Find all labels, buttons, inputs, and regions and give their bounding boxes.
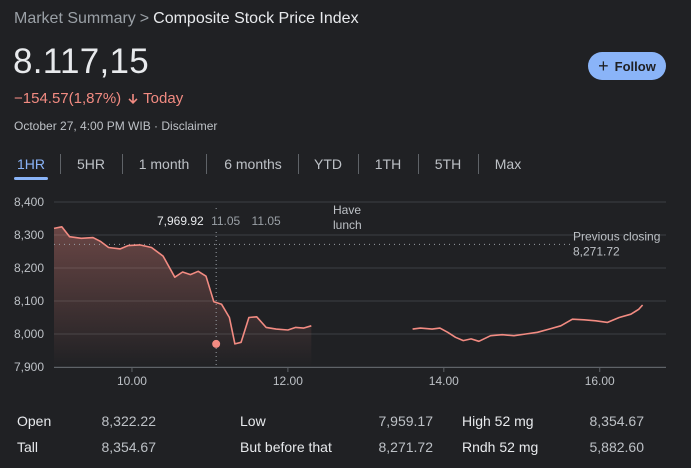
breadcrumb-separator: >: [139, 10, 150, 27]
y-tick-label: 8,100: [14, 294, 44, 308]
chart-annotation-line-2: lunch: [333, 218, 362, 232]
chart-tooltip: 7,969.92 11.05 11.05: [150, 210, 281, 232]
y-axis-ticks: 8,400 8,300 8,200 8,100 8,000 7,900: [14, 195, 44, 374]
x-tick-label: 10.00: [117, 374, 147, 388]
change-period: Today: [143, 90, 184, 107]
tab-5hr[interactable]: 5HR: [76, 156, 105, 172]
tab-divider: [418, 154, 419, 174]
timestamp-disclaimer: October 27, 4:00 PM WIB · Disclaimer: [14, 119, 218, 133]
y-tick-label: 8,200: [14, 261, 44, 275]
tab-5th[interactable]: 5TH: [434, 156, 462, 172]
stat-value-open: 8,322.22: [101, 413, 157, 429]
price-line-morning-session: [53, 226, 312, 345]
x-axis-ticks: 10.00 12.00 14.00 16.00: [117, 367, 615, 388]
tooltip-time-secondary: 11.05: [252, 214, 281, 228]
y-tick-label: 8,400: [14, 195, 44, 209]
stat-label-open: Open: [17, 413, 52, 429]
price-area-fill: [54, 226, 312, 367]
stat-label-low-52: Rndh 52 mg: [462, 439, 539, 455]
arrow-down-icon: [127, 93, 139, 105]
price-line-afternoon-session: [412, 304, 644, 343]
stat-label-high-52: High 52 mg: [462, 413, 534, 429]
current-price: 8.117,15: [13, 42, 150, 81]
tooltip-value: 7,969.92: [157, 214, 204, 228]
svg-text:7,969.92 11.05 11.: 7,969.92 11.05 11.05: [157, 214, 281, 228]
previous-close-label: Previous closing: [573, 229, 660, 243]
x-tick-label: 14.00: [429, 374, 459, 388]
chart-annotation-line-1: Have: [333, 203, 361, 217]
hover-point: [212, 339, 221, 348]
stat-value-high-52: 8,354.67: [589, 413, 645, 429]
follow-label: Follow: [614, 58, 656, 74]
stat-label-low: Low: [240, 413, 266, 429]
breadcrumb: Market Summary > Composite Stock Price Ind…: [14, 10, 359, 28]
stat-label-tall: Tall: [17, 439, 39, 455]
tab-divider: [358, 154, 359, 174]
x-tick-label: 16.00: [585, 374, 615, 388]
breadcrumb-parent-link[interactable]: Market Summary: [14, 10, 136, 27]
y-tick-label: 8,000: [14, 327, 44, 341]
price-chart[interactable]: 8,400 8,300 8,200 8,100 8,000 7,900 10.00 12.0…: [0, 190, 691, 395]
stat-value-previous: 8,271.72: [378, 439, 434, 455]
tab-divider: [478, 154, 479, 174]
tooltip-time: 11.05: [211, 214, 240, 228]
change-value: −154.57(1,87%): [14, 90, 122, 107]
tab-divider: [298, 154, 299, 174]
tab-1th[interactable]: 1TH: [374, 156, 402, 172]
time-range-tabs: 1HR 5HR 1 month 6 months YTD 1TH 5TH Max: [0, 150, 691, 180]
stat-value-low: 7,959.17: [378, 413, 434, 429]
y-tick-label: 7,900: [14, 360, 44, 374]
previous-close-value: 8,271.72: [573, 244, 620, 258]
x-tick-label: 12.00: [273, 374, 303, 388]
plus-icon: +: [598, 56, 609, 76]
tab-divider: [60, 154, 61, 174]
tab-1-month[interactable]: 1 month: [138, 156, 190, 172]
stat-label-previous: But before that: [240, 439, 332, 455]
tab-ytd[interactable]: YTD: [314, 156, 342, 172]
tab-divider: [206, 154, 207, 174]
tab-max[interactable]: Max: [494, 156, 522, 172]
y-tick-label: 8,300: [14, 228, 44, 242]
tab-divider: [122, 154, 123, 174]
follow-button[interactable]: + Follow: [588, 52, 666, 80]
tab-1hr[interactable]: 1HR: [14, 150, 48, 180]
stat-value-tall: 8,354.67: [101, 439, 157, 455]
tab-6-months[interactable]: 6 months: [224, 156, 282, 172]
stat-value-low-52: 5,882.60: [589, 439, 645, 455]
price-change: −154.57(1,87%) Today: [14, 90, 183, 107]
breadcrumb-current: Composite Stock Price Index: [153, 10, 359, 27]
